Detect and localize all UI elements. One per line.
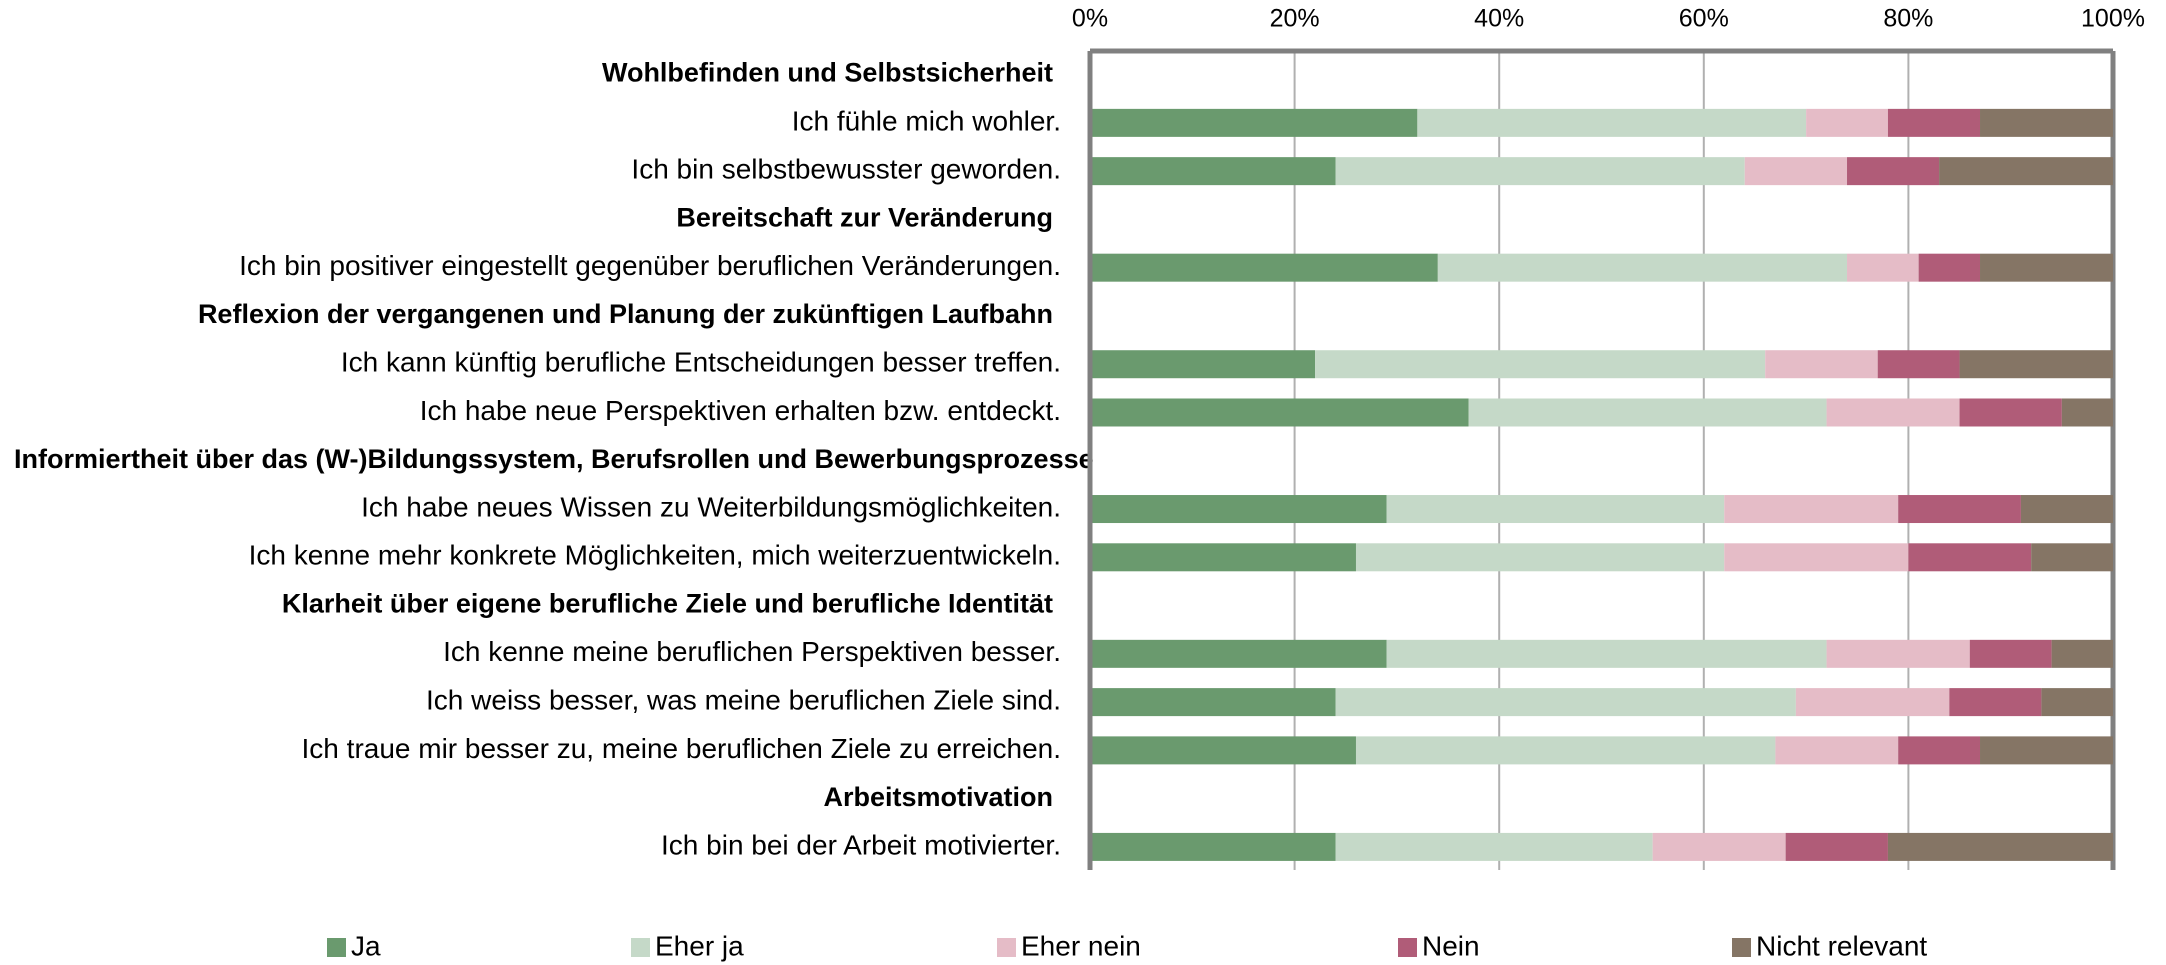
bar-segment (1918, 253, 1981, 282)
bar-segment (1315, 350, 1766, 379)
bar-segment (1847, 253, 1919, 282)
bar-segment (1785, 832, 1888, 861)
bar-segment (1887, 108, 1981, 137)
bar-segment (1335, 688, 1796, 717)
bar-segment (1847, 157, 1940, 186)
bar-segment (1980, 736, 2113, 765)
y-tick-label: Ich bin positiver eingestellt gegenüber … (239, 250, 1061, 281)
x-tick-label: 40% (1474, 5, 1524, 33)
bar-segment (1959, 398, 2062, 427)
bar-segment (1090, 108, 1418, 137)
bar-segment (2041, 688, 2113, 717)
bar-segment (1980, 108, 2113, 137)
x-tick-label: 80% (1883, 5, 1933, 33)
bar-segment (1417, 108, 1807, 137)
legend-label: Ja (351, 930, 381, 961)
legend-swatch (1398, 938, 1417, 957)
bar-segment (1090, 543, 1356, 572)
y-tick-label: Ich bin bei der Arbeit motivierter. (661, 829, 1061, 860)
x-tick-label: 60% (1679, 5, 1729, 33)
bar-segment (1949, 688, 2042, 717)
bar-segment (1090, 639, 1387, 668)
bar-segment (1090, 832, 1336, 861)
bar-segment (2020, 495, 2113, 524)
bar-segment (1898, 495, 2021, 524)
bar-segment (1980, 253, 2113, 282)
legend-label: Eher nein (1021, 930, 1141, 961)
bar-segment (1959, 350, 2113, 379)
bar-segment (1969, 639, 2052, 668)
y-tick-label: Ich fühle mich wohler. (792, 105, 1061, 136)
legend-swatch (997, 938, 1016, 957)
x-tick-label: 0% (1072, 5, 1108, 33)
group-header: Klarheit über eigene berufliche Ziele un… (282, 589, 1053, 619)
group-header: Bereitschaft zur Veränderung (676, 203, 1053, 233)
bar-segment (1877, 350, 1960, 379)
y-tick-label: Ich habe neues Wissen zu Weiterbildungsm… (361, 491, 1061, 522)
bar-segment (1724, 495, 1899, 524)
bar-segment (1437, 253, 1848, 282)
bar-segment (1724, 543, 1909, 572)
legend-swatch (1732, 938, 1751, 957)
bar-segment (1090, 495, 1387, 524)
bar-segment (2051, 639, 2113, 668)
y-tick-label: Ich habe neue Perspektiven erhalten bzw.… (420, 395, 1061, 426)
bar-segment (1090, 398, 1469, 427)
bar-segment (1468, 398, 1827, 427)
legend-label: Eher ja (655, 930, 744, 961)
y-tick-label: Ich traue mir besser zu, meine beruflich… (302, 733, 1061, 764)
bar-segment (1090, 157, 1336, 186)
legend-swatch (327, 938, 346, 957)
bar-segment (1795, 688, 1950, 717)
y-tick-label: Ich kenne mehr konkrete Möglichkeiten, m… (249, 540, 1061, 571)
bar-segment (1826, 398, 1960, 427)
legend-label: Nein (1422, 930, 1480, 961)
bar-segment (1335, 832, 1653, 861)
bar-segment (1090, 736, 1356, 765)
bar-segment (1090, 688, 1336, 717)
bar-segment (1652, 832, 1786, 861)
group-header: Arbeitsmotivation (823, 782, 1053, 812)
bar-segment (1806, 108, 1888, 137)
bar-segment (2061, 398, 2113, 427)
bar-segment (1898, 736, 1981, 765)
bar-segment (1939, 157, 2113, 186)
bar-segment (1765, 350, 1878, 379)
legend-label: Nicht relevant (1756, 930, 1927, 961)
bar-segment (1775, 736, 1899, 765)
y-tick-label: Ich kenne meine beruflichen Perspektiven… (443, 636, 1061, 667)
legend-swatch (631, 938, 650, 957)
group-header: Reflexion der vergangenen und Planung de… (198, 299, 1053, 329)
bar-segment (1887, 832, 2113, 861)
bar-segment (1386, 639, 1827, 668)
bar-segment (1744, 157, 1848, 186)
bar-segment (1090, 350, 1316, 379)
bar-segment (1335, 157, 1745, 186)
bar-segment (1355, 736, 1776, 765)
group-header: Informiertheit über das (W-)Bildungssyst… (14, 444, 1094, 474)
bar-segment (1090, 253, 1438, 282)
group-header: Wohlbefinden und Selbstsicherheit (602, 58, 1053, 88)
bar-segment (1355, 543, 1725, 572)
y-tick-label: Ich bin selbstbewusster geworden. (631, 154, 1061, 185)
x-tick-label: 20% (1270, 5, 1320, 33)
y-tick-label: Ich weiss besser, was meine beruflichen … (426, 685, 1061, 716)
bar-segment (1826, 639, 1970, 668)
x-tick-label: 100% (2081, 5, 2145, 33)
bar-segment (1386, 495, 1725, 524)
y-tick-label: Ich kann künftig berufliche Entscheidung… (341, 347, 1061, 378)
bar-segment (2031, 543, 2113, 572)
bar-segment (1908, 543, 2032, 572)
